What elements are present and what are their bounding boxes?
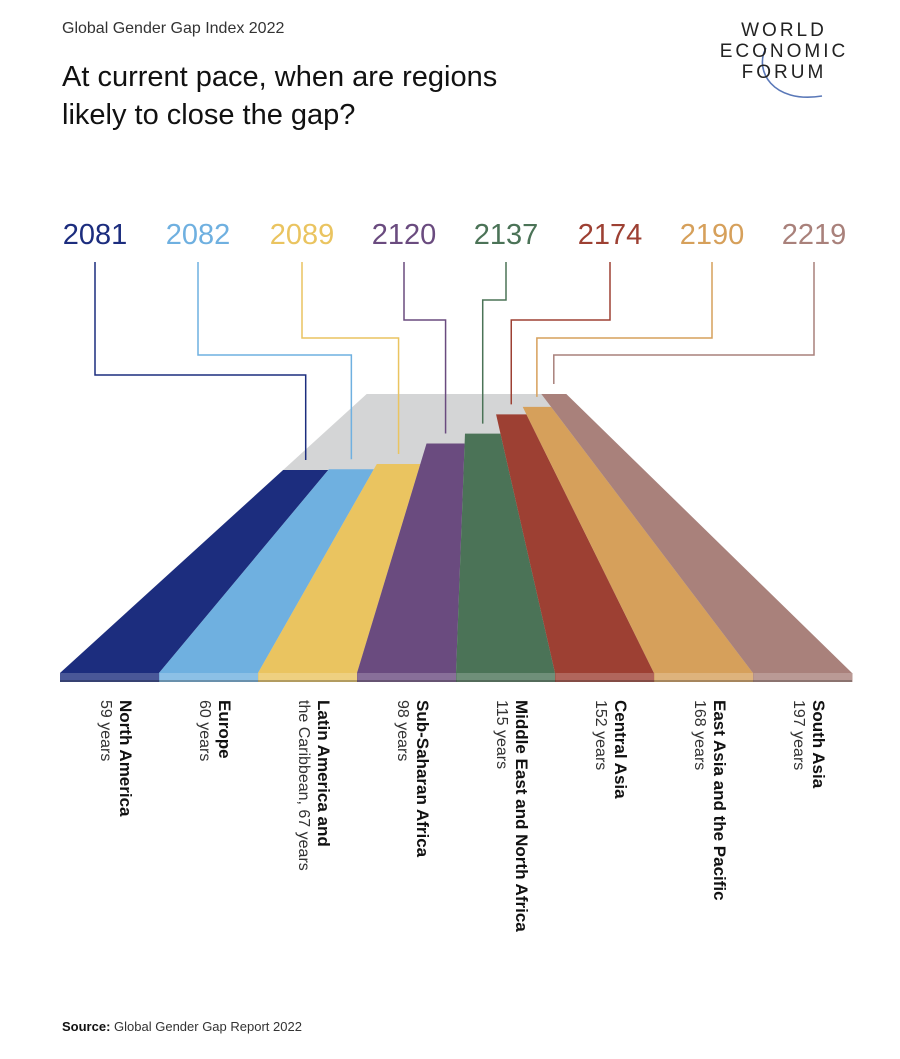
source-text: Global Gender Gap Report 2022 bbox=[114, 1019, 302, 1034]
region-label-5: Central Asia 152 years bbox=[591, 700, 630, 799]
bar-edge-shadow bbox=[60, 680, 852, 682]
bar-4 bbox=[456, 433, 555, 673]
region-name-0: North America bbox=[115, 700, 135, 817]
bar-edge-2 bbox=[258, 673, 358, 682]
logo-line-3: FORUM bbox=[741, 62, 827, 83]
bar-1 bbox=[159, 469, 374, 673]
bar-2 bbox=[258, 463, 421, 673]
region-name-4: Middle East and North Africa bbox=[511, 700, 531, 932]
leader-line-2 bbox=[301, 262, 400, 454]
region-years-1: 60 years bbox=[195, 700, 213, 762]
year-label-1: 2082 bbox=[166, 219, 231, 251]
region-label-4: Middle East and North Africa 115 years bbox=[492, 700, 531, 932]
region-years-0: 59 years bbox=[96, 700, 114, 762]
bar-edge-4 bbox=[456, 673, 556, 682]
logo-line-1: WORLD bbox=[741, 20, 827, 41]
year-label-7: 2219 bbox=[782, 219, 847, 251]
title-line-2: likely to close the gap? bbox=[62, 99, 356, 131]
bar-edge-1 bbox=[159, 673, 259, 682]
bar-edge-0 bbox=[60, 673, 160, 682]
year-label-4: 2137 bbox=[474, 219, 539, 251]
bar-5 bbox=[496, 414, 654, 673]
region-label-1: Europe 60 years bbox=[195, 700, 234, 761]
bar-6 bbox=[522, 406, 753, 673]
region-label-2: Latin America and the Caribbean, 67 years bbox=[294, 700, 333, 871]
region-years-2: the Caribbean, 67 years bbox=[294, 700, 312, 871]
region-years-4: 115 years bbox=[492, 700, 510, 770]
year-label-0: 2081 bbox=[63, 219, 128, 251]
bar-0 bbox=[60, 470, 329, 673]
region-name-5: Central Asia bbox=[610, 700, 630, 799]
leader-line-6 bbox=[536, 262, 713, 397]
region-label-3: Sub-Saharan Africa 98 years bbox=[393, 700, 432, 857]
chart-subtitle: Global Gender Gap Index 2022 bbox=[62, 20, 285, 37]
bar-edge-5 bbox=[555, 673, 655, 682]
leader-line-3 bbox=[403, 262, 447, 434]
region-years-7: 197 years bbox=[789, 700, 807, 771]
region-label-0: North America 59 years bbox=[96, 700, 135, 817]
leader-line-7 bbox=[553, 262, 815, 384]
bar-3 bbox=[357, 443, 465, 673]
leader-line-0 bbox=[94, 262, 307, 460]
region-label-7: South Asia 197 years bbox=[789, 700, 828, 788]
year-label-5: 2174 bbox=[578, 219, 643, 251]
leader-line-5 bbox=[510, 262, 611, 405]
region-name-7: South Asia bbox=[808, 700, 828, 789]
year-label-6: 2190 bbox=[680, 219, 745, 251]
bar-edge-6 bbox=[654, 673, 754, 682]
logo-line-2: ECONOMIC bbox=[719, 41, 849, 62]
bar-edge-7 bbox=[753, 673, 853, 682]
leader-line-1 bbox=[197, 262, 353, 460]
bar-edge-3 bbox=[357, 673, 457, 682]
leader-line-4 bbox=[481, 262, 507, 424]
logo-arc-icon bbox=[761, 47, 823, 98]
year-label-2: 2089 bbox=[270, 219, 335, 251]
region-name-2: Latin America and bbox=[313, 700, 333, 847]
source-label: Source: bbox=[62, 1019, 111, 1034]
year-label-3: 2120 bbox=[372, 219, 437, 251]
region-name-3: Sub-Saharan Africa bbox=[412, 700, 432, 858]
wef-logo: WORLD ECONOMIC FORUM bbox=[704, 20, 864, 110]
chart-title: At current pace, when are regions likely… bbox=[62, 58, 702, 134]
region-years-6: 168 years bbox=[690, 700, 708, 771]
region-name-1: Europe bbox=[214, 700, 234, 759]
bar-7 bbox=[541, 394, 852, 673]
region-label-6: East Asia and the Pacific 168 years bbox=[690, 700, 729, 901]
region-name-6: East Asia and the Pacific bbox=[709, 700, 729, 901]
source-note: Source: Global Gender Gap Report 2022 bbox=[62, 1019, 302, 1034]
region-years-5: 152 years bbox=[591, 700, 609, 771]
title-line-1: At current pace, when are regions bbox=[62, 61, 498, 93]
region-years-3: 98 years bbox=[393, 700, 411, 762]
